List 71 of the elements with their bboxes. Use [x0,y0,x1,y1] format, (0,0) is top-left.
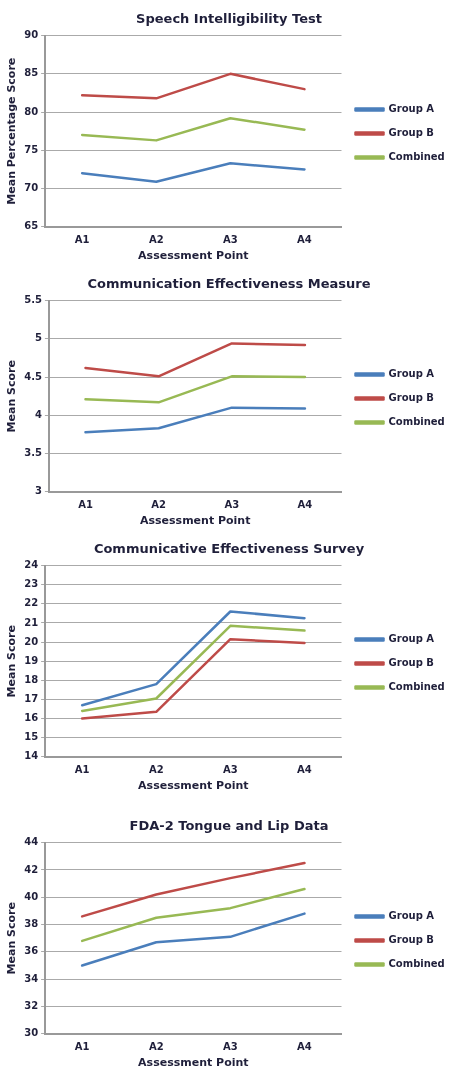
y-tick-label: 65 [24,220,39,232]
x-axis-title: Assessment Point [138,249,249,263]
legend-label: Group B [388,657,434,669]
y-tick-label: 23 [24,578,39,590]
x-tick-label: A3 [223,234,238,246]
y-tick-label: 20 [24,635,39,647]
y-tick-label: 3 [34,485,42,497]
x-tick-label: A4 [297,1041,312,1053]
y-tick-label: 4.5 [24,370,42,382]
chart-title: Speech Intelligibility Test [136,11,322,27]
y-tick-label: 42 [24,863,39,875]
y-tick-label: 4 [34,408,42,420]
y-tick-label: 18 [24,673,39,685]
y-tick-label: 5 [34,332,42,344]
y-axis-title: Mean Score [5,902,19,975]
y-tick-label: 15 [24,731,39,743]
y-tick-label: 5.5 [24,294,42,306]
y-tick-label: 44 [24,836,39,848]
legend-label: Combined [388,681,445,693]
x-tick-label: A4 [297,234,312,246]
x-tick-label: A1 [74,234,90,246]
x-tick-label: A3 [223,764,238,776]
y-tick-label: 21 [24,616,39,628]
y-tick-label: 17 [24,693,39,705]
chart-title: FDA-2 Tongue and Lip Data [129,818,329,834]
chart-title: Communicative Effectiveness Survey [93,541,365,557]
x-tick-label: A1 [78,499,93,511]
y-tick-label: 32 [24,1000,39,1012]
legend-label: Combined [388,151,445,163]
x-tick-label: A4 [297,764,312,776]
legend-label: Group B [388,392,434,404]
y-axis-title: Mean Score [5,625,19,698]
x-axis-title: Assessment Point [139,514,251,528]
y-tick-label: 36 [24,945,39,957]
legend-label: Group A [388,633,435,645]
y-tick-label: 90 [24,29,39,41]
x-tick-label: A1 [74,1041,90,1053]
x-axis-title: Assessment Point [138,1056,249,1070]
y-axis-title: Mean Percentage Score [5,57,19,205]
chart-title: Communication Effectiveness Measure [87,276,371,292]
x-tick-label: A3 [224,499,240,511]
y-tick-label: 19 [24,654,39,666]
y-tick-label: 14 [24,750,39,762]
y-tick-label: 16 [24,712,39,724]
x-tick-label: A3 [223,1041,238,1053]
legend-label: Combined [388,416,445,428]
y-tick-label: 34 [24,972,39,984]
legend-label: Group A [388,103,435,115]
y-tick-label: 3.5 [24,447,42,459]
y-axis-title: Mean Score [5,360,19,433]
y-tick-label: 38 [24,918,39,930]
y-tick-label: 30 [24,1027,39,1039]
y-tick-label: 80 [24,105,39,117]
x-tick-label: A2 [148,764,164,776]
y-tick-label: 85 [24,67,39,79]
x-tick-label: A2 [148,234,164,246]
legend-label: Group B [388,934,434,946]
legend-label: Combined [388,958,445,970]
y-tick-label: 75 [24,143,39,155]
y-tick-label: 70 [24,182,39,194]
x-tick-label: A2 [151,499,167,511]
legend-label: Group A [388,368,435,380]
y-tick-label: 40 [24,890,39,902]
y-tick-label: 22 [24,597,39,609]
x-tick-label: A2 [148,1041,164,1053]
y-tick-label: 24 [24,559,39,571]
legend-label: Group B [388,127,434,139]
x-tick-label: A1 [74,764,90,776]
legend-label: Group A [388,910,435,922]
x-tick-label: A4 [297,499,313,511]
x-axis-title: Assessment Point [138,779,249,793]
